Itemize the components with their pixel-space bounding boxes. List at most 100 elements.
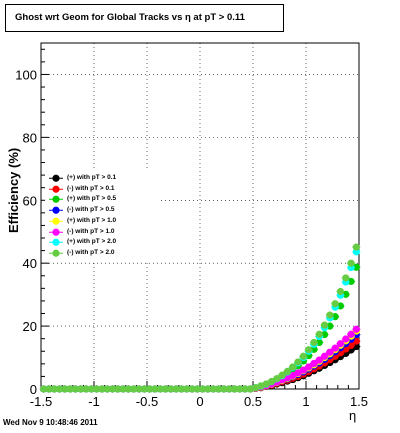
data-point	[299, 366, 307, 374]
x-tick-label: 0	[196, 394, 203, 409]
data-point	[146, 385, 154, 393]
y-tick-label: 20	[23, 319, 37, 334]
data-point	[161, 385, 170, 393]
data-point	[331, 300, 339, 308]
data-point	[320, 321, 329, 329]
y-tick-label: 40	[23, 256, 37, 271]
data-point	[289, 363, 297, 371]
data-point	[61, 385, 69, 393]
x-tick-label: 1.5	[350, 394, 368, 409]
legend-label: (+) with pT > 2.0	[67, 238, 117, 246]
legend-marker	[49, 249, 63, 257]
data-point	[172, 385, 180, 393]
data-point	[294, 369, 302, 377]
data-point	[331, 344, 339, 352]
legend: (+) with pT > 0.1 (-) with pT > 0.1 (+) wi…	[45, 171, 160, 260]
data-point	[55, 385, 64, 393]
data-point	[103, 385, 111, 393]
legend-label: (-) with pT > 2.0	[67, 248, 115, 256]
data-point	[336, 349, 345, 357]
data-point	[188, 385, 196, 393]
legend-marker	[49, 196, 63, 204]
data-point	[326, 348, 334, 356]
data-point	[130, 385, 138, 393]
data-point	[71, 385, 80, 393]
data-point	[336, 287, 345, 296]
data-point	[40, 385, 48, 393]
data-point	[98, 385, 106, 393]
data-point	[177, 385, 186, 393]
data-point	[135, 385, 143, 393]
data-point	[140, 385, 148, 393]
legend-marker	[49, 185, 63, 193]
data-point	[310, 359, 318, 368]
data-point	[108, 385, 117, 393]
data-point	[347, 259, 355, 267]
legend-marker	[49, 228, 63, 236]
y-tick-label: 60	[23, 193, 37, 208]
data-point	[336, 340, 345, 348]
data-point	[66, 385, 74, 393]
data-point	[305, 346, 313, 354]
y-tick-label: 80	[23, 130, 37, 145]
data-point	[315, 330, 323, 338]
legend-marker	[49, 174, 63, 182]
data-point	[214, 385, 223, 393]
data-point	[193, 385, 201, 393]
data-point	[342, 335, 350, 343]
data-point	[236, 385, 244, 393]
data-point	[347, 277, 355, 286]
data-point	[82, 385, 90, 393]
x-tick-label: -1	[88, 394, 100, 409]
data-point	[326, 311, 334, 319]
data-point	[230, 385, 239, 393]
x-tick-label: 1	[302, 394, 309, 409]
data-point	[320, 352, 329, 360]
data-point	[299, 352, 307, 360]
data-point	[342, 274, 350, 282]
legend-label: (-) with pT > 0.1	[67, 184, 115, 192]
legend-label: (+) with pT > 0.1	[67, 174, 117, 181]
x-axis-label: η	[349, 408, 357, 423]
data-point	[114, 385, 122, 393]
legend-marker	[49, 217, 63, 225]
data-point	[241, 385, 249, 393]
legend-label: (-) with pT > 1.0	[67, 227, 115, 235]
y-tick-label: 0	[30, 382, 37, 397]
data-point	[347, 330, 355, 338]
legend-label: (+) with pT > 0.5	[67, 195, 117, 203]
y-tick-label: 100	[15, 67, 37, 82]
data-point	[278, 371, 286, 379]
data-point	[151, 385, 159, 393]
data-point	[93, 385, 101, 393]
data-point	[267, 377, 276, 386]
data-point	[305, 363, 313, 371]
timestamp: Wed Nov 9 10:48:46 2011	[3, 418, 98, 427]
data-point	[342, 290, 350, 298]
data-point	[87, 385, 95, 393]
data-point	[283, 367, 292, 375]
data-point	[220, 385, 228, 393]
data-point	[273, 375, 281, 383]
data-points	[39, 243, 361, 393]
x-tick-label: -1.5	[30, 394, 52, 409]
data-point	[50, 385, 58, 393]
legend-label: (-) with pT > 0.5	[67, 206, 115, 214]
legend-label: (+) with pT > 1.0	[67, 216, 117, 224]
data-point	[167, 385, 175, 393]
data-point	[352, 243, 360, 251]
data-point	[77, 385, 85, 393]
data-point	[45, 385, 53, 393]
data-point	[156, 385, 164, 393]
data-point	[315, 356, 323, 364]
data-point	[294, 358, 302, 366]
data-point	[204, 385, 212, 393]
data-point	[209, 385, 217, 393]
data-point	[352, 263, 360, 271]
data-point	[225, 385, 233, 393]
chart-title: Ghost wrt Geom for Global Tracks vs η at…	[5, 4, 284, 32]
data-point	[199, 385, 207, 393]
data-point	[119, 385, 127, 393]
y-axis-label: Efficiency (%)	[6, 147, 21, 233]
